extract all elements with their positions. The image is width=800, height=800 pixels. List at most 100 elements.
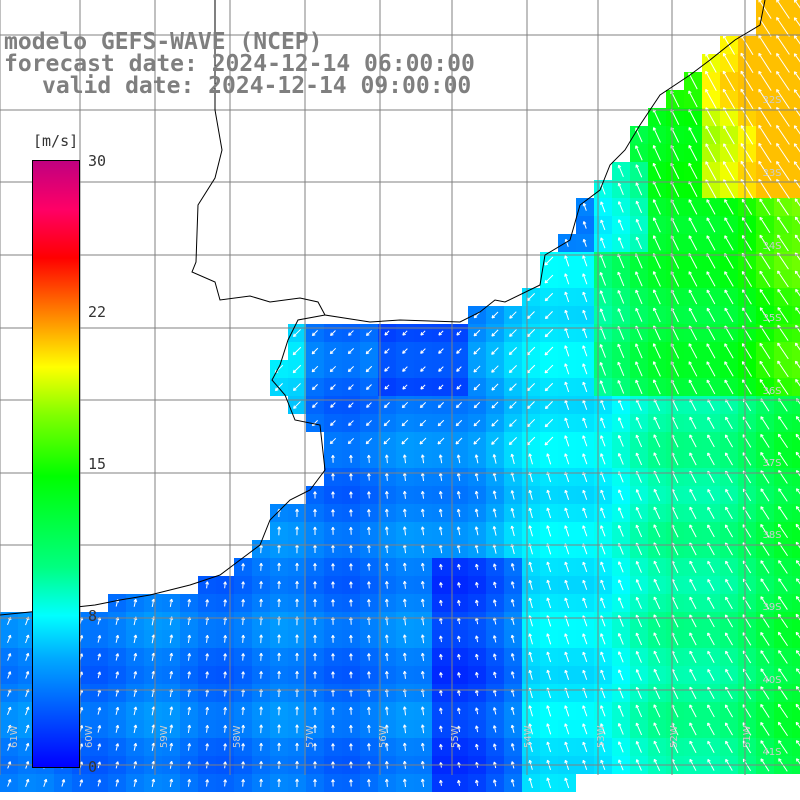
wind-arrow [707,489,715,501]
wind-arrow [600,489,606,501]
wind-arrow [312,402,318,408]
wind-arrow [529,561,533,573]
wind-arrow [725,632,733,646]
wind-arrow-head [492,454,495,458]
wind-arrow [421,743,425,751]
wind-arrow [778,631,788,647]
wind-arrow-head [545,407,549,410]
wind-arrow-head [169,778,173,782]
wind-arrow-head [241,724,244,728]
wind-arrow [511,525,515,537]
wind-arrow-head [420,406,424,409]
wind-arrow [670,361,680,377]
wind-arrow-head [510,508,513,512]
wind-arrow-head [241,761,244,765]
wind-arrow [7,743,11,751]
wind-arrow [404,778,406,788]
wind-arrow [582,417,588,429]
wind-arrow [725,650,733,664]
wind-arrow [778,523,788,539]
wind-arrow-head [509,425,513,427]
wind-arrow [582,651,588,663]
wind-arrow-head [510,653,513,657]
wind-arrow [707,399,715,411]
wind-arrow-head [295,778,298,782]
wind-arrow [758,89,772,109]
wind-arrow [688,271,698,287]
wind-arrow [636,507,642,519]
wind-arrow [564,777,570,789]
wind-arrow [618,633,624,645]
wind-arrow-head [384,387,388,390]
wind-arrow-head [457,690,459,694]
wind-arrow [438,366,444,372]
wind-arrow-head [275,389,279,392]
wind-arrow-head [420,778,423,783]
wind-arrow [473,437,481,445]
wind-arrow-head [564,273,566,277]
wind-cell [792,198,800,216]
wind-arrow-head [25,778,29,782]
wind-arrow [653,361,661,377]
wind-arrow-head [349,599,352,603]
wind-arrow-head [151,760,155,764]
wind-arrow [725,669,733,681]
wind-arrow [421,563,425,571]
wind-arrow-head [509,406,513,409]
wind-arrow-head [349,725,352,729]
wind-arrow-head [331,526,334,531]
wind-arrow [546,651,552,663]
wind-arrow [635,632,643,646]
wind-arrow [404,598,406,608]
wind-arrow-head [439,600,442,604]
colorbar-tick-0: 0 [88,758,98,776]
wind-arrow-head [564,345,566,349]
wind-arrow-head [438,352,442,354]
wind-arrow [776,89,790,109]
wind-arrow-head [456,508,459,513]
wind-arrow [564,471,570,483]
wind-arrow-head [527,371,531,374]
wind-arrow [582,327,588,339]
wind-arrow-head [223,779,226,783]
wind-arrow-head [420,634,423,638]
wind-arrow-head [510,706,513,711]
wind-arrow-head [402,562,405,567]
wind-arrow-head [187,761,190,765]
wind-arrow [653,343,661,359]
wind-arrow [796,398,800,405]
wind-arrow-head [439,744,442,748]
wind-arrow-head [384,333,388,336]
wind-arrow [582,490,588,500]
wind-arrow-head [384,724,388,728]
lon-label: 61W [9,725,20,748]
wind-arrow-head [331,581,334,585]
wind-arrow [653,686,661,700]
wind-arrow [529,453,533,465]
wind-arrow-head [349,455,352,459]
wind-arrow [724,271,734,287]
wind-arrow [493,653,497,661]
wind-arrow [473,365,481,373]
wind-arrow [795,596,800,603]
wind-arrow [617,253,625,269]
wind-arrow [778,433,788,449]
wind-arrow [133,599,137,607]
wind-arrow-head [492,508,495,512]
wind-arrow-head [439,654,442,658]
wind-arrow [760,686,770,700]
wind-arrow [760,578,770,592]
wind-arrow [564,670,570,680]
wind-arrow-head [420,508,423,513]
wind-arrow-head [492,725,495,729]
wind-arrow-head [348,370,352,373]
wind-arrow-head [545,389,549,392]
wind-arrow [151,743,155,751]
wind-arrow-head [475,582,477,586]
wind-arrow-head [439,635,441,639]
wind-arrow [742,614,752,628]
wind-arrow [707,524,715,538]
wind-arrow [526,328,536,338]
wind-arrow [97,671,101,679]
wind-arrow-head [492,743,495,747]
